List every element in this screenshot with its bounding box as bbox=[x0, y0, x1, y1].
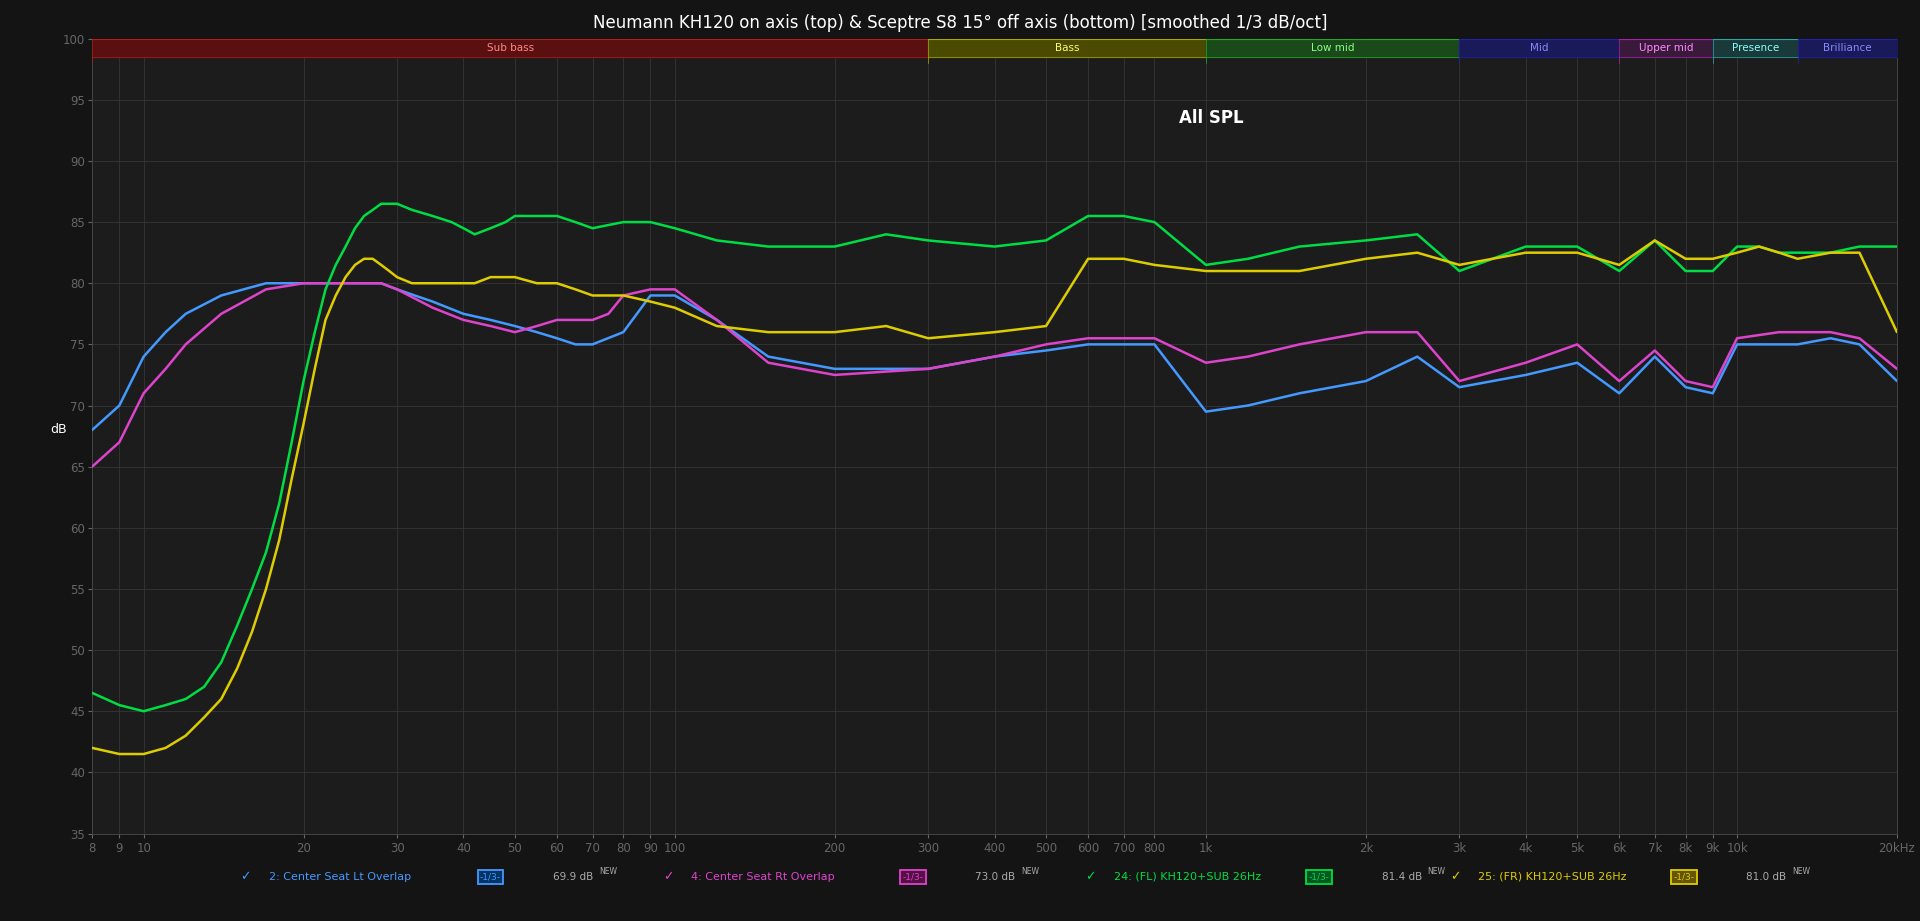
Text: Bass: Bass bbox=[1054, 43, 1079, 52]
Text: Neumann KH120 on axis (top) & Sceptre S8 15° off axis (bottom) [smoothed 1/3 dB/: Neumann KH120 on axis (top) & Sceptre S8… bbox=[593, 14, 1327, 32]
Text: ✓: ✓ bbox=[240, 870, 252, 883]
Text: -1/3-: -1/3- bbox=[1674, 872, 1695, 881]
Text: 73.0 dB: 73.0 dB bbox=[975, 872, 1016, 881]
Text: ✓: ✓ bbox=[662, 870, 674, 883]
Text: NEW: NEW bbox=[1021, 867, 1039, 876]
Text: NEW: NEW bbox=[1793, 867, 1811, 876]
Text: 69.9 dB: 69.9 dB bbox=[553, 872, 593, 881]
Text: Brilliance: Brilliance bbox=[1822, 43, 1872, 52]
Text: 24: (FL) KH120+SUB 26Hz: 24: (FL) KH120+SUB 26Hz bbox=[1114, 872, 1261, 881]
Text: ✓: ✓ bbox=[1085, 870, 1096, 883]
Text: Presence: Presence bbox=[1732, 43, 1778, 52]
Text: NEW: NEW bbox=[1428, 867, 1446, 876]
Y-axis label: dB: dB bbox=[50, 423, 67, 437]
Text: 25: (FR) KH120+SUB 26Hz: 25: (FR) KH120+SUB 26Hz bbox=[1478, 872, 1626, 881]
Text: 81.0 dB: 81.0 dB bbox=[1747, 872, 1786, 881]
Text: 4: Center Seat Rt Overlap: 4: Center Seat Rt Overlap bbox=[691, 872, 835, 881]
Text: 81.4 dB: 81.4 dB bbox=[1382, 872, 1423, 881]
Text: -1/3-: -1/3- bbox=[480, 872, 501, 881]
Text: -1/3-: -1/3- bbox=[902, 872, 924, 881]
Text: Upper mid: Upper mid bbox=[1640, 43, 1693, 52]
Text: -1/3-: -1/3- bbox=[1309, 872, 1331, 881]
Text: Low mid: Low mid bbox=[1311, 43, 1354, 52]
Text: ✓: ✓ bbox=[1450, 870, 1461, 883]
Text: Mid: Mid bbox=[1530, 43, 1549, 52]
Text: 2: Center Seat Lt Overlap: 2: Center Seat Lt Overlap bbox=[269, 872, 411, 881]
Text: NEW: NEW bbox=[599, 867, 616, 876]
Text: All SPL: All SPL bbox=[1179, 110, 1244, 127]
Text: Sub bass: Sub bass bbox=[486, 43, 534, 52]
